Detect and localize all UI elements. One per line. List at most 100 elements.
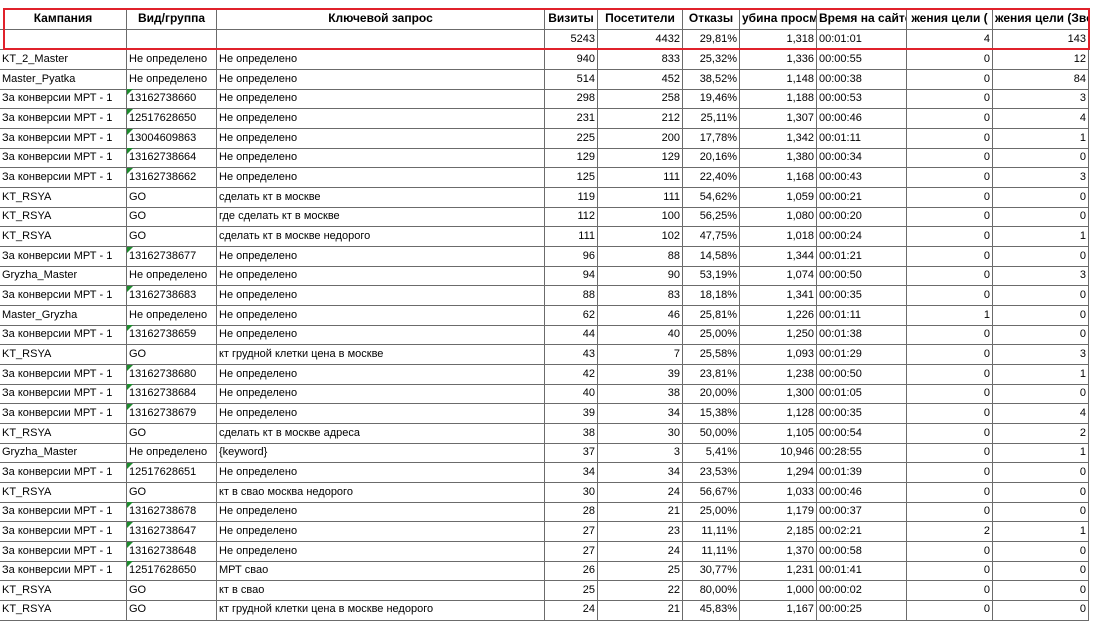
cell[interactable]: 34 xyxy=(545,462,598,484)
cell[interactable]: 88 xyxy=(598,246,683,267)
cell[interactable]: За конверсии МРТ - 1 xyxy=(0,128,127,149)
cell[interactable]: где сделать кт в москве xyxy=(217,207,545,228)
cell[interactable]: За конверсии МРТ - 1 xyxy=(0,108,127,130)
cell[interactable]: Не определено xyxy=(217,50,545,71)
cell[interactable]: 129 xyxy=(598,148,683,169)
cell[interactable]: 940 xyxy=(545,50,598,71)
cell[interactable]: 100 xyxy=(598,207,683,228)
cell[interactable]: 25,58% xyxy=(683,344,740,366)
cell[interactable]: 62 xyxy=(545,305,598,326)
cell[interactable]: кт грудной клетки цена в москве xyxy=(217,344,545,366)
cell[interactable]: 00:01:38 xyxy=(817,325,907,346)
cell[interactable]: GO xyxy=(127,482,217,503)
cell[interactable]: 0 xyxy=(907,207,993,228)
cell[interactable]: 00:00:24 xyxy=(817,226,907,248)
cell[interactable]: 0 xyxy=(907,344,993,366)
cell[interactable]: 0 xyxy=(907,246,993,267)
cell[interactable]: 3 xyxy=(598,443,683,464)
cell[interactable]: 90 xyxy=(598,266,683,287)
cell[interactable]: Вид/группа xyxy=(127,8,217,30)
cell[interactable]: 39 xyxy=(545,403,598,425)
cell[interactable]: 2 xyxy=(993,423,1089,444)
cell[interactable]: Не определено xyxy=(217,108,545,130)
cell[interactable]: Не определено xyxy=(217,167,545,189)
cell[interactable]: 225 xyxy=(545,128,598,149)
cell[interactable]: 25,00% xyxy=(683,325,740,346)
cell[interactable]: 12517628650 xyxy=(127,108,217,130)
cell[interactable]: Не определено xyxy=(217,305,545,326)
cell[interactable]: 25,32% xyxy=(683,50,740,71)
cell[interactable]: 1,080 xyxy=(740,207,817,228)
cell[interactable]: Не определено xyxy=(217,521,545,542)
cell[interactable]: кт в свао xyxy=(217,580,545,601)
cell[interactable]: 00:00:55 xyxy=(817,50,907,71)
cell[interactable]: 13162738659 xyxy=(127,325,217,346)
cell[interactable]: Gryzha_Master xyxy=(0,443,127,464)
cell[interactable]: 1,344 xyxy=(740,246,817,267)
cell[interactable]: 00:00:50 xyxy=(817,266,907,287)
cell[interactable]: Не определено xyxy=(217,69,545,90)
cell[interactable]: Кампания xyxy=(0,8,127,30)
cell[interactable]: Не определено xyxy=(217,285,545,307)
cell[interactable]: 0 xyxy=(993,580,1089,601)
cell[interactable]: 20,16% xyxy=(683,148,740,169)
cell[interactable]: 00:01:11 xyxy=(817,305,907,326)
cell[interactable]: 0 xyxy=(907,423,993,444)
cell[interactable]: GO xyxy=(127,344,217,366)
cell[interactable]: 80,00% xyxy=(683,580,740,601)
cell[interactable]: 88 xyxy=(545,285,598,307)
cell[interactable]: KT_RSYA xyxy=(0,207,127,228)
cell[interactable]: 25 xyxy=(545,580,598,601)
cell[interactable]: 0 xyxy=(993,285,1089,307)
cell[interactable]: 0 xyxy=(993,600,1089,621)
cell[interactable]: 29,81% xyxy=(683,30,740,50)
cell[interactable]: кт в свао москва недорого xyxy=(217,482,545,503)
cell[interactable]: 94 xyxy=(545,266,598,287)
cell[interactable]: 27 xyxy=(545,521,598,542)
cell[interactable]: Отказы xyxy=(683,8,740,30)
cell[interactable]: 00:00:35 xyxy=(817,403,907,425)
cell[interactable]: 1,059 xyxy=(740,187,817,208)
cell[interactable]: жения цели (Зво xyxy=(993,8,1089,30)
cell[interactable]: 298 xyxy=(545,89,598,110)
cell[interactable]: 13162738678 xyxy=(127,502,217,523)
cell[interactable]: 00:00:25 xyxy=(817,600,907,621)
cell[interactable]: 13162738660 xyxy=(127,89,217,110)
cell[interactable]: 39 xyxy=(598,364,683,385)
cell[interactable]: Не определено xyxy=(217,403,545,425)
cell[interactable]: 0 xyxy=(907,580,993,601)
cell[interactable]: Не определено xyxy=(127,305,217,326)
cell[interactable]: 111 xyxy=(545,226,598,248)
cell[interactable]: 833 xyxy=(598,50,683,71)
cell[interactable]: 1 xyxy=(993,226,1089,248)
cell[interactable]: 1,074 xyxy=(740,266,817,287)
cell[interactable]: 2,185 xyxy=(740,521,817,542)
cell[interactable]: 0 xyxy=(907,482,993,503)
cell[interactable]: 1 xyxy=(907,305,993,326)
cell[interactable]: За конверсии МРТ - 1 xyxy=(0,521,127,542)
cell[interactable]: Gryzha_Master xyxy=(0,266,127,287)
cell[interactable]: 112 xyxy=(545,207,598,228)
cell[interactable]: 12517628651 xyxy=(127,462,217,484)
cell[interactable]: 0 xyxy=(907,384,993,405)
cell[interactable]: Не определено xyxy=(217,325,545,346)
cell[interactable]: 0 xyxy=(993,482,1089,503)
cell[interactable]: 21 xyxy=(598,600,683,621)
cell[interactable]: GO xyxy=(127,226,217,248)
cell[interactable]: 47,75% xyxy=(683,226,740,248)
cell[interactable]: 23,81% xyxy=(683,364,740,385)
cell[interactable] xyxy=(0,30,127,50)
cell[interactable]: За конверсии МРТ - 1 xyxy=(0,89,127,110)
cell[interactable]: 0 xyxy=(907,541,993,562)
cell[interactable]: 00:01:05 xyxy=(817,384,907,405)
cell[interactable]: 40 xyxy=(545,384,598,405)
cell[interactable]: 22 xyxy=(598,580,683,601)
cell[interactable]: Не определено xyxy=(217,502,545,523)
cell[interactable]: Не определено xyxy=(127,443,217,464)
cell[interactable]: 5243 xyxy=(545,30,598,50)
cell[interactable]: 1 xyxy=(993,443,1089,464)
cell[interactable]: 1,018 xyxy=(740,226,817,248)
cell[interactable]: 1,300 xyxy=(740,384,817,405)
cell[interactable]: 21 xyxy=(598,502,683,523)
cell[interactable]: GO xyxy=(127,207,217,228)
